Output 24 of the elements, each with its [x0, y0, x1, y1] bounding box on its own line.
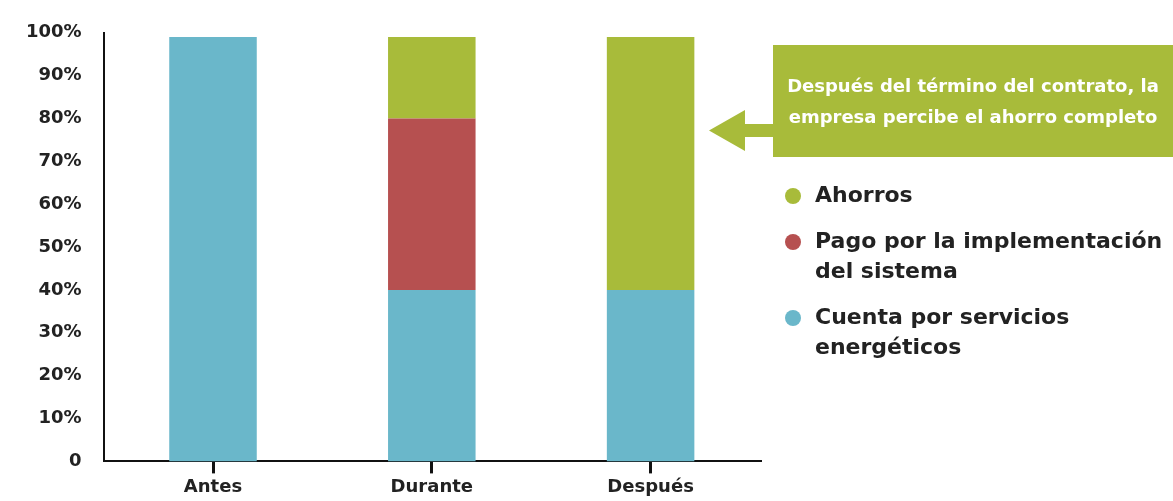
legend-label: Pago por la implementación del sistema	[815, 227, 1164, 285]
bar	[388, 118, 476, 290]
legend-label: Ahorros	[815, 181, 913, 209]
y-tick-label: 80%	[38, 106, 82, 128]
bar	[169, 37, 257, 462]
y-tick-label: 20%	[38, 363, 82, 385]
x-tick-label: Después	[607, 474, 694, 496]
legend-label: Cuenta por servicios energéticos	[815, 303, 1071, 361]
y-tick-label: 0	[69, 449, 82, 471]
y-tick-label: 70%	[38, 149, 82, 171]
bar	[606, 37, 695, 290]
bar	[388, 289, 476, 462]
text: Después del término del contrato, la empresa percibe el ahorro completo	[773, 45, 1173, 157]
x-tick-label: Antes	[183, 474, 243, 496]
y-tick-label: 60%	[38, 191, 82, 213]
y-tick-label: 90%	[38, 63, 82, 85]
bar	[606, 289, 695, 462]
x-tick-label: Durante	[390, 474, 474, 496]
y-tick-label: 30%	[38, 320, 82, 342]
y-tick-label: 40%	[38, 277, 82, 299]
y-tick-label: 100%	[26, 20, 82, 42]
y-tick-label: 10%	[38, 406, 82, 428]
bar	[388, 37, 476, 119]
y-tick-label: 50%	[38, 234, 82, 256]
